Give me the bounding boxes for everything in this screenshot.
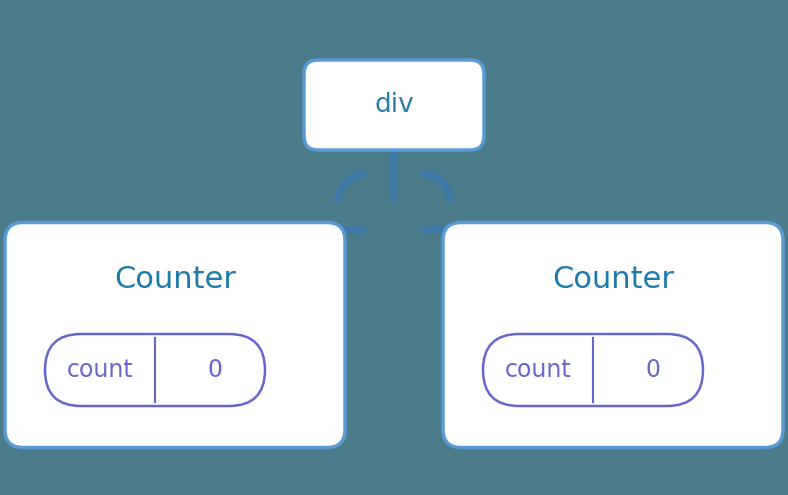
FancyBboxPatch shape: [483, 334, 703, 406]
FancyBboxPatch shape: [443, 222, 783, 447]
Text: 0: 0: [645, 358, 660, 382]
FancyBboxPatch shape: [304, 60, 484, 150]
Text: 0: 0: [207, 358, 222, 382]
Text: Counter: Counter: [114, 265, 236, 295]
Text: count: count: [504, 358, 571, 382]
Text: div: div: [374, 92, 414, 118]
Text: count: count: [67, 358, 133, 382]
FancyBboxPatch shape: [45, 334, 265, 406]
Text: Counter: Counter: [552, 265, 674, 295]
FancyBboxPatch shape: [5, 222, 345, 447]
